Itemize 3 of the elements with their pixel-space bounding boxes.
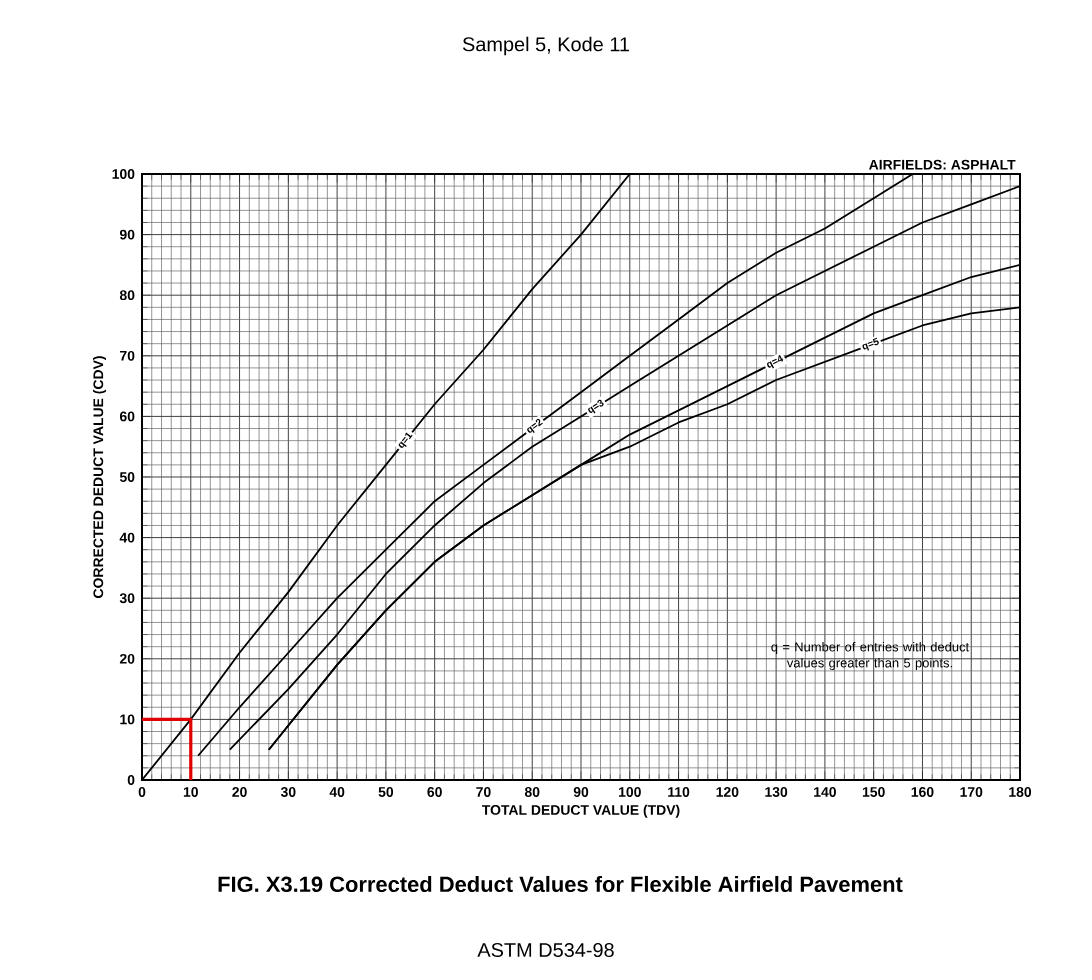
caption: FIG. X3.19 Corrected Deduct Values for Flexible Airfield Pavement <box>218 875 903 893</box>
chart-title: Sampel 5, Kode 11 <box>462 36 630 56</box>
text: ASTM D534-98 <box>477 942 614 958</box>
